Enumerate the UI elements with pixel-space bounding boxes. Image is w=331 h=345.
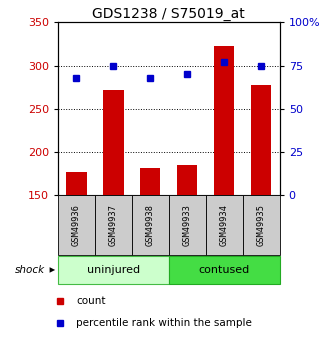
Bar bbox=[58, 195, 95, 255]
Text: GSM49937: GSM49937 bbox=[109, 204, 118, 246]
Bar bbox=[169, 195, 206, 255]
Text: count: count bbox=[76, 296, 106, 306]
Text: contused: contused bbox=[199, 265, 250, 275]
Bar bbox=[140, 168, 161, 195]
Text: shock: shock bbox=[15, 265, 45, 275]
Bar bbox=[251, 85, 271, 195]
Text: GSM49935: GSM49935 bbox=[257, 204, 266, 246]
Bar bbox=[132, 195, 169, 255]
Bar bbox=[95, 195, 132, 255]
Text: percentile rank within the sample: percentile rank within the sample bbox=[76, 318, 252, 328]
Bar bbox=[66, 171, 87, 195]
Text: uninjured: uninjured bbox=[87, 265, 140, 275]
Bar bbox=[214, 46, 234, 195]
Text: GSM49936: GSM49936 bbox=[72, 204, 81, 246]
Bar bbox=[169, 256, 280, 284]
Bar bbox=[58, 256, 169, 284]
Text: GSM49934: GSM49934 bbox=[220, 204, 229, 246]
Bar bbox=[243, 195, 280, 255]
Bar bbox=[206, 195, 243, 255]
Text: GSM49938: GSM49938 bbox=[146, 204, 155, 246]
Title: GDS1238 / S75019_at: GDS1238 / S75019_at bbox=[92, 7, 245, 21]
Bar bbox=[103, 90, 123, 195]
Text: GSM49933: GSM49933 bbox=[183, 204, 192, 246]
Bar bbox=[177, 165, 198, 195]
